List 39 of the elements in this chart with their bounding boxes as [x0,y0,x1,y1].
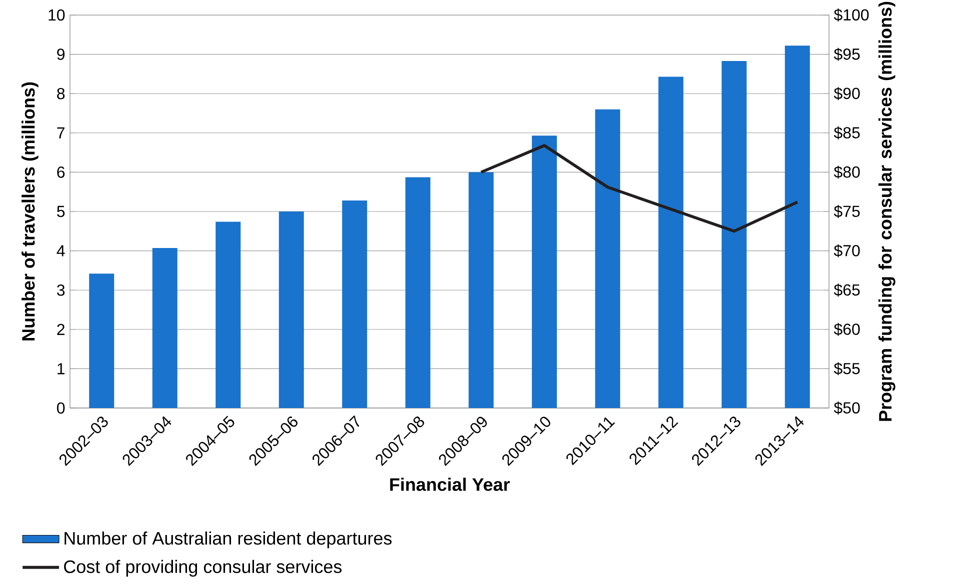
y-tick-label: 7 [57,127,64,138]
legend-label: Number of Australian resident departures [64,532,392,548]
bar [722,60,747,408]
bar [89,274,114,408]
bar [784,46,810,408]
y2-tick-label: $75 [834,205,860,218]
y-axis-title: Number of travellers (millions) [22,82,38,340]
legend-label: Cost of providing consular services [64,560,342,577]
y2-axis-title: Program funding for consular services (millions) [878,2,896,421]
y2-tick-label: $60 [834,322,860,336]
bar [405,177,430,408]
y-tick-label: 8 [57,88,65,100]
y2-tick-label: $100 [834,8,869,22]
y2-tick-label: $85 [834,126,860,140]
bar [216,222,241,408]
y2-tick-label: $65 [834,284,860,297]
y-tick-label: 2 [57,324,64,335]
y-tick-label: 6 [57,166,65,178]
bar [468,172,494,408]
y-tick-label: 1 [58,363,65,374]
y-tick-label: 4 [56,245,65,256]
y2-tick-label: $55 [834,362,860,376]
y-tick-label: 0 [57,402,65,414]
y-tick-label: 10 [48,9,65,21]
y2-tick-label: $50 [834,402,860,414]
x-axis-title: Financial Year [390,478,510,491]
bar [532,136,557,408]
y2-tick-label: $90 [834,87,860,100]
bar [152,248,178,408]
y2-tick-label: $80 [834,166,860,179]
bar [342,200,368,408]
y2-tick-label: $95 [834,48,860,61]
bar [595,109,620,408]
bar [658,76,684,408]
bar [278,212,304,408]
y-tick-label: 5 [57,206,65,218]
y-tick-label: 9 [57,48,65,60]
y2-tick-label: $70 [834,244,860,258]
y-tick-label: 3 [56,284,65,296]
